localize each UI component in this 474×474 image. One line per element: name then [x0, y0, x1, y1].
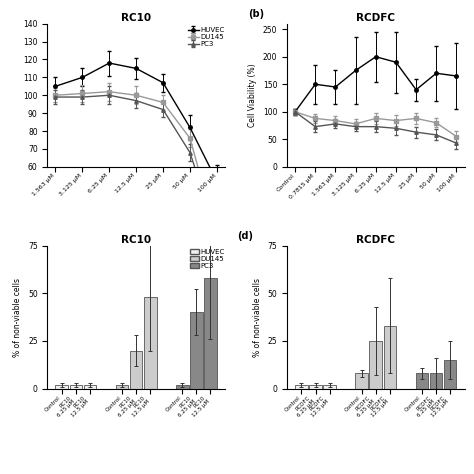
Legend: HUVEC, DU145, PC3: HUVEC, DU145, PC3: [190, 249, 225, 269]
Bar: [176, 385, 189, 389]
Bar: [144, 297, 156, 389]
Bar: [116, 385, 128, 389]
Title: RC10: RC10: [121, 13, 151, 23]
Y-axis label: % of non-viable cells: % of non-viable cells: [253, 278, 262, 356]
Bar: [55, 385, 68, 389]
Y-axis label: Cell Viability (%): Cell Viability (%): [248, 64, 257, 127]
Text: (d): (d): [237, 231, 253, 241]
Bar: [369, 341, 382, 389]
Bar: [323, 385, 336, 389]
Title: RCDFC: RCDFC: [356, 235, 395, 245]
Bar: [416, 374, 428, 389]
Bar: [383, 326, 396, 389]
Bar: [204, 278, 217, 389]
Title: RCDFC: RCDFC: [356, 13, 395, 23]
Legend: HUVEC, DU145, PC3: HUVEC, DU145, PC3: [188, 27, 225, 47]
Bar: [444, 360, 456, 389]
Y-axis label: % of non-viable cells: % of non-viable cells: [13, 278, 22, 356]
Title: RC10: RC10: [121, 235, 151, 245]
Bar: [70, 385, 82, 389]
Text: (b): (b): [248, 9, 264, 19]
Bar: [429, 374, 442, 389]
Bar: [130, 350, 143, 389]
Bar: [309, 385, 322, 389]
Bar: [190, 312, 203, 389]
Bar: [356, 374, 368, 389]
Bar: [84, 385, 96, 389]
Bar: [295, 385, 308, 389]
